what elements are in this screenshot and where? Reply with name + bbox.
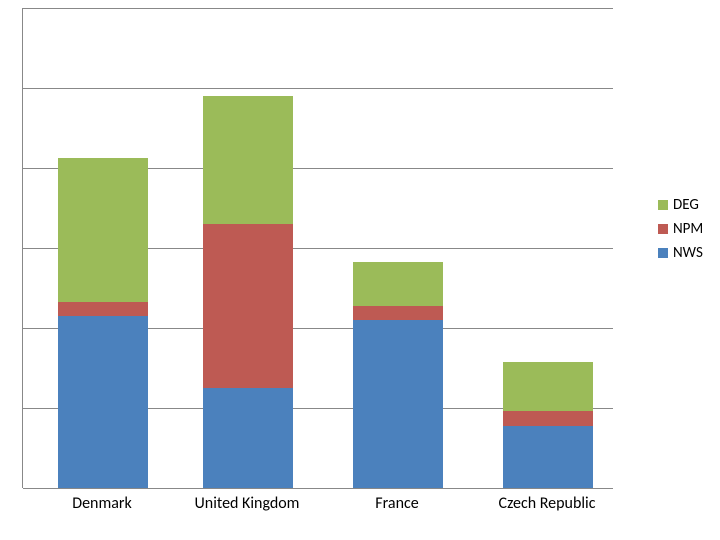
legend-item-deg: DEG (658, 195, 718, 215)
bar-segment-npm (353, 306, 443, 320)
chart-container (22, 8, 612, 488)
x-label: Denmark (22, 494, 182, 513)
bar-segment-deg (203, 96, 293, 224)
bar-france (353, 262, 443, 488)
bar-segment-nws (503, 426, 593, 488)
legend: DEG NPM NWS (658, 195, 718, 267)
bar-segment-nws (353, 320, 443, 488)
bar-segment-deg (503, 362, 593, 412)
bar-denmark (58, 158, 148, 488)
legend-swatch (658, 248, 668, 258)
x-axis-labels: DenmarkUnited KingdomFranceCzech Republi… (22, 494, 612, 524)
bar-segment-nws (203, 388, 293, 488)
gridline (23, 8, 613, 9)
plot-area (22, 8, 612, 488)
legend-label: DEG (673, 196, 699, 214)
legend-item-nws: NWS (658, 243, 718, 263)
bar-segment-npm (58, 302, 148, 316)
legend-item-npm: NPM (658, 219, 718, 239)
legend-label: NWS (673, 244, 703, 262)
bar-united-kingdom (203, 96, 293, 488)
gridline (23, 88, 613, 89)
legend-swatch (658, 224, 668, 234)
bar-segment-deg (58, 158, 148, 302)
bar-segment-npm (203, 224, 293, 388)
bar-czech-republic (503, 362, 593, 488)
x-label: Czech Republic (467, 494, 627, 513)
bar-segment-nws (58, 316, 148, 488)
x-label: France (317, 494, 477, 513)
x-label: United Kingdom (167, 494, 327, 513)
bar-segment-deg (353, 262, 443, 306)
bar-segment-npm (503, 411, 593, 425)
legend-label: NPM (673, 220, 703, 238)
legend-swatch (658, 200, 668, 210)
